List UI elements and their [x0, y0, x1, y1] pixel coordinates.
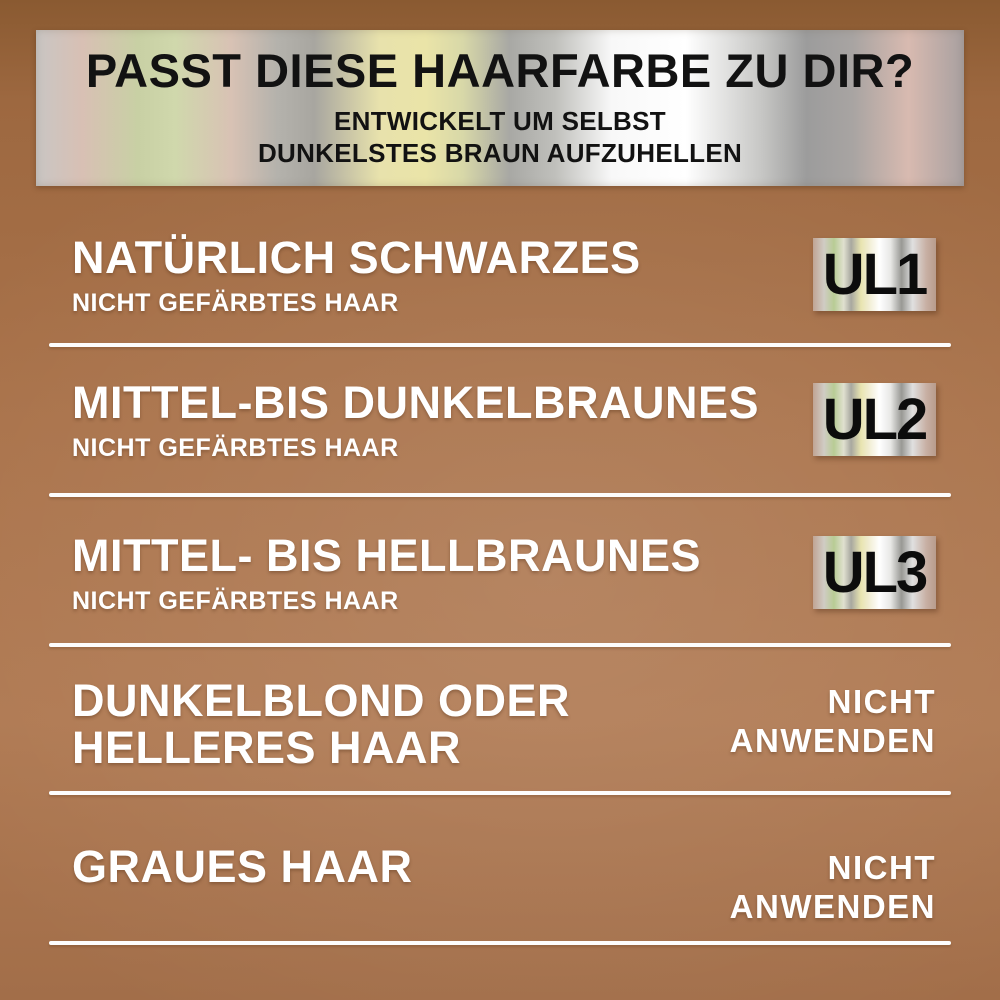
row-text-block: GRAUES HAAR: [72, 841, 413, 892]
page-title: PASST DIESE HAARFARBE ZU DIR?: [85, 43, 915, 97]
row-divider: [49, 791, 951, 795]
row-divider: [49, 643, 951, 647]
row-divider: [49, 343, 951, 347]
row-text-block: NATÜRLICH SCHWARZES NICHT GEFÄRBTES HAAR: [72, 234, 641, 318]
do-not-apply-note: NICHT ANWENDEN: [730, 849, 936, 927]
note-line2: ANWENDEN: [729, 721, 936, 759]
header-subtitle: ENTWICKELT UM SELBST DUNKELSTES BRAUN AU…: [258, 106, 742, 169]
row-dark-blonde-or-lighter-hair: DUNKELBLOND ODER HELLERES HAAR NICHT ANW…: [72, 677, 936, 772]
row-title-line1: DUNKELBLOND ODER: [72, 675, 570, 726]
row-subtitle: NICHT GEFÄRBTES HAAR: [72, 289, 399, 318]
row-medium-to-light-brown-hair: MITTEL- BIS HELLBRAUNES NICHT GEFÄRBTES …: [72, 532, 936, 616]
header-subtitle-line2: DUNKELSTES BRAUN AUFZUHELLEN: [257, 137, 743, 168]
row-text-block: MITTEL- BIS HELLBRAUNES NICHT GEFÄRBTES …: [72, 532, 701, 616]
row-title: NATÜRLICH SCHWARZES: [72, 232, 641, 283]
row-title-line2: HELLERES HAAR: [72, 722, 462, 774]
row-natural-black-hair: NATÜRLICH SCHWARZES NICHT GEFÄRBTES HAAR…: [72, 234, 936, 318]
row-subtitle: NICHT GEFÄRBTES HAAR: [72, 587, 399, 616]
do-not-apply-note: NICHT ANWENDEN: [730, 683, 936, 761]
row-grey-hair: GRAUES HAAR NICHT ANWENDEN: [72, 843, 936, 927]
header-subtitle-line1: ENTWICKELT UM SELBST: [334, 105, 666, 136]
shade-badge-ul1: UL1: [813, 238, 936, 311]
row-text-block: MITTEL-BIS DUNKELBRAUNES NICHT GEFÄRBTES…: [72, 379, 759, 463]
row-title: DUNKELBLOND ODER HELLERES HAAR: [72, 677, 570, 772]
header-banner: PASST DIESE HAARFARBE ZU DIR? ENTWICKELT…: [36, 30, 964, 186]
shade-badge-ul2: UL2: [813, 383, 936, 456]
note-line1: NICHT: [827, 683, 936, 720]
row-text-block: DUNKELBLOND ODER HELLERES HAAR: [72, 677, 570, 772]
row-medium-to-dark-brown-hair: MITTEL-BIS DUNKELBRAUNES NICHT GEFÄRBTES…: [72, 379, 936, 463]
note-line2: ANWENDEN: [729, 887, 936, 925]
row-title: MITTEL-BIS DUNKELBRAUNES: [72, 377, 759, 428]
row-title: GRAUES HAAR: [72, 841, 413, 892]
row-divider: [49, 493, 951, 497]
row-divider: [49, 941, 951, 945]
note-line1: NICHT: [827, 849, 936, 886]
row-title: MITTEL- BIS HELLBRAUNES: [72, 530, 701, 581]
shade-badge-ul3: UL3: [813, 536, 936, 609]
row-subtitle: NICHT GEFÄRBTES HAAR: [72, 434, 399, 463]
